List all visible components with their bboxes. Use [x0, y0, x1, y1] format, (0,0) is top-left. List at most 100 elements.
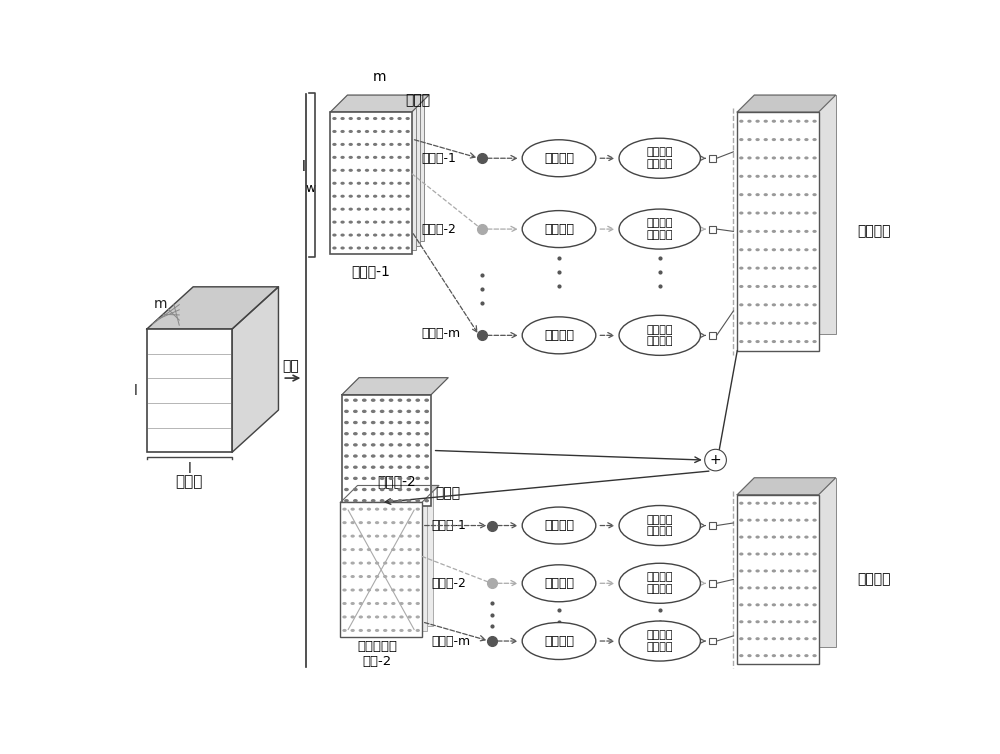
Ellipse shape — [796, 285, 800, 288]
Ellipse shape — [416, 602, 420, 605]
Ellipse shape — [747, 322, 752, 325]
Ellipse shape — [772, 156, 776, 160]
Ellipse shape — [389, 432, 393, 435]
Ellipse shape — [344, 477, 349, 480]
Ellipse shape — [415, 421, 420, 425]
Ellipse shape — [812, 340, 817, 343]
Ellipse shape — [522, 623, 596, 660]
Ellipse shape — [788, 267, 792, 270]
Ellipse shape — [397, 156, 402, 159]
Ellipse shape — [357, 247, 361, 250]
Ellipse shape — [804, 138, 809, 141]
Ellipse shape — [362, 399, 367, 402]
Ellipse shape — [804, 211, 809, 215]
Ellipse shape — [755, 340, 760, 343]
Ellipse shape — [332, 247, 337, 250]
Ellipse shape — [398, 455, 402, 458]
Ellipse shape — [353, 443, 358, 446]
Ellipse shape — [373, 169, 377, 172]
Ellipse shape — [755, 603, 760, 606]
Ellipse shape — [399, 588, 404, 592]
Ellipse shape — [365, 143, 369, 146]
Ellipse shape — [788, 156, 792, 160]
Ellipse shape — [755, 553, 760, 556]
Ellipse shape — [365, 221, 369, 224]
Ellipse shape — [755, 519, 760, 522]
Ellipse shape — [380, 499, 384, 502]
Ellipse shape — [371, 455, 376, 458]
Ellipse shape — [381, 169, 385, 172]
Ellipse shape — [424, 443, 429, 446]
Text: l: l — [302, 160, 306, 174]
Ellipse shape — [812, 303, 817, 306]
Text: 卷积结果: 卷积结果 — [857, 572, 891, 587]
Ellipse shape — [389, 499, 393, 502]
Polygon shape — [232, 287, 278, 452]
Ellipse shape — [332, 182, 337, 185]
Ellipse shape — [407, 629, 412, 632]
Ellipse shape — [812, 248, 817, 251]
Ellipse shape — [340, 207, 345, 210]
Ellipse shape — [365, 182, 369, 185]
Bar — [342, 394, 431, 506]
Ellipse shape — [383, 521, 387, 524]
Ellipse shape — [365, 156, 369, 159]
Ellipse shape — [764, 211, 768, 215]
Ellipse shape — [371, 399, 376, 402]
Ellipse shape — [399, 507, 404, 510]
Ellipse shape — [389, 117, 394, 120]
Ellipse shape — [755, 211, 760, 215]
Ellipse shape — [739, 587, 743, 590]
Ellipse shape — [407, 507, 412, 510]
Ellipse shape — [812, 621, 817, 624]
Ellipse shape — [381, 143, 385, 146]
Text: 卷积结果: 卷积结果 — [857, 225, 891, 238]
Ellipse shape — [739, 156, 743, 160]
Ellipse shape — [804, 501, 809, 504]
Ellipse shape — [416, 588, 420, 592]
Text: 批归一化: 批归一化 — [544, 577, 574, 590]
Ellipse shape — [812, 569, 817, 572]
Ellipse shape — [399, 535, 404, 538]
Ellipse shape — [406, 195, 410, 198]
Ellipse shape — [406, 443, 411, 446]
Ellipse shape — [350, 521, 355, 524]
Ellipse shape — [416, 615, 420, 618]
Ellipse shape — [747, 230, 752, 233]
Ellipse shape — [755, 248, 760, 251]
Ellipse shape — [399, 521, 404, 524]
Ellipse shape — [747, 553, 752, 556]
Ellipse shape — [397, 143, 402, 146]
Bar — [737, 495, 819, 664]
Ellipse shape — [772, 303, 776, 306]
Ellipse shape — [350, 507, 355, 510]
Ellipse shape — [739, 654, 743, 657]
Ellipse shape — [424, 477, 429, 480]
Ellipse shape — [796, 120, 800, 123]
Ellipse shape — [375, 629, 379, 632]
Text: 特征图: 特征图 — [176, 474, 203, 489]
Ellipse shape — [367, 575, 371, 578]
Ellipse shape — [764, 603, 768, 606]
Ellipse shape — [796, 603, 800, 606]
Ellipse shape — [772, 519, 776, 522]
Ellipse shape — [747, 193, 752, 196]
Ellipse shape — [359, 548, 363, 551]
Ellipse shape — [353, 421, 358, 425]
Ellipse shape — [353, 499, 358, 502]
Ellipse shape — [340, 169, 345, 172]
Ellipse shape — [340, 156, 345, 159]
Ellipse shape — [812, 267, 817, 270]
Ellipse shape — [772, 175, 776, 178]
Ellipse shape — [344, 499, 349, 502]
Ellipse shape — [362, 455, 367, 458]
Ellipse shape — [772, 193, 776, 196]
Ellipse shape — [788, 303, 792, 306]
Ellipse shape — [804, 248, 809, 251]
Ellipse shape — [389, 477, 393, 480]
Ellipse shape — [764, 303, 768, 306]
Ellipse shape — [788, 138, 792, 141]
Ellipse shape — [332, 143, 337, 146]
Ellipse shape — [357, 169, 361, 172]
Ellipse shape — [755, 501, 760, 504]
